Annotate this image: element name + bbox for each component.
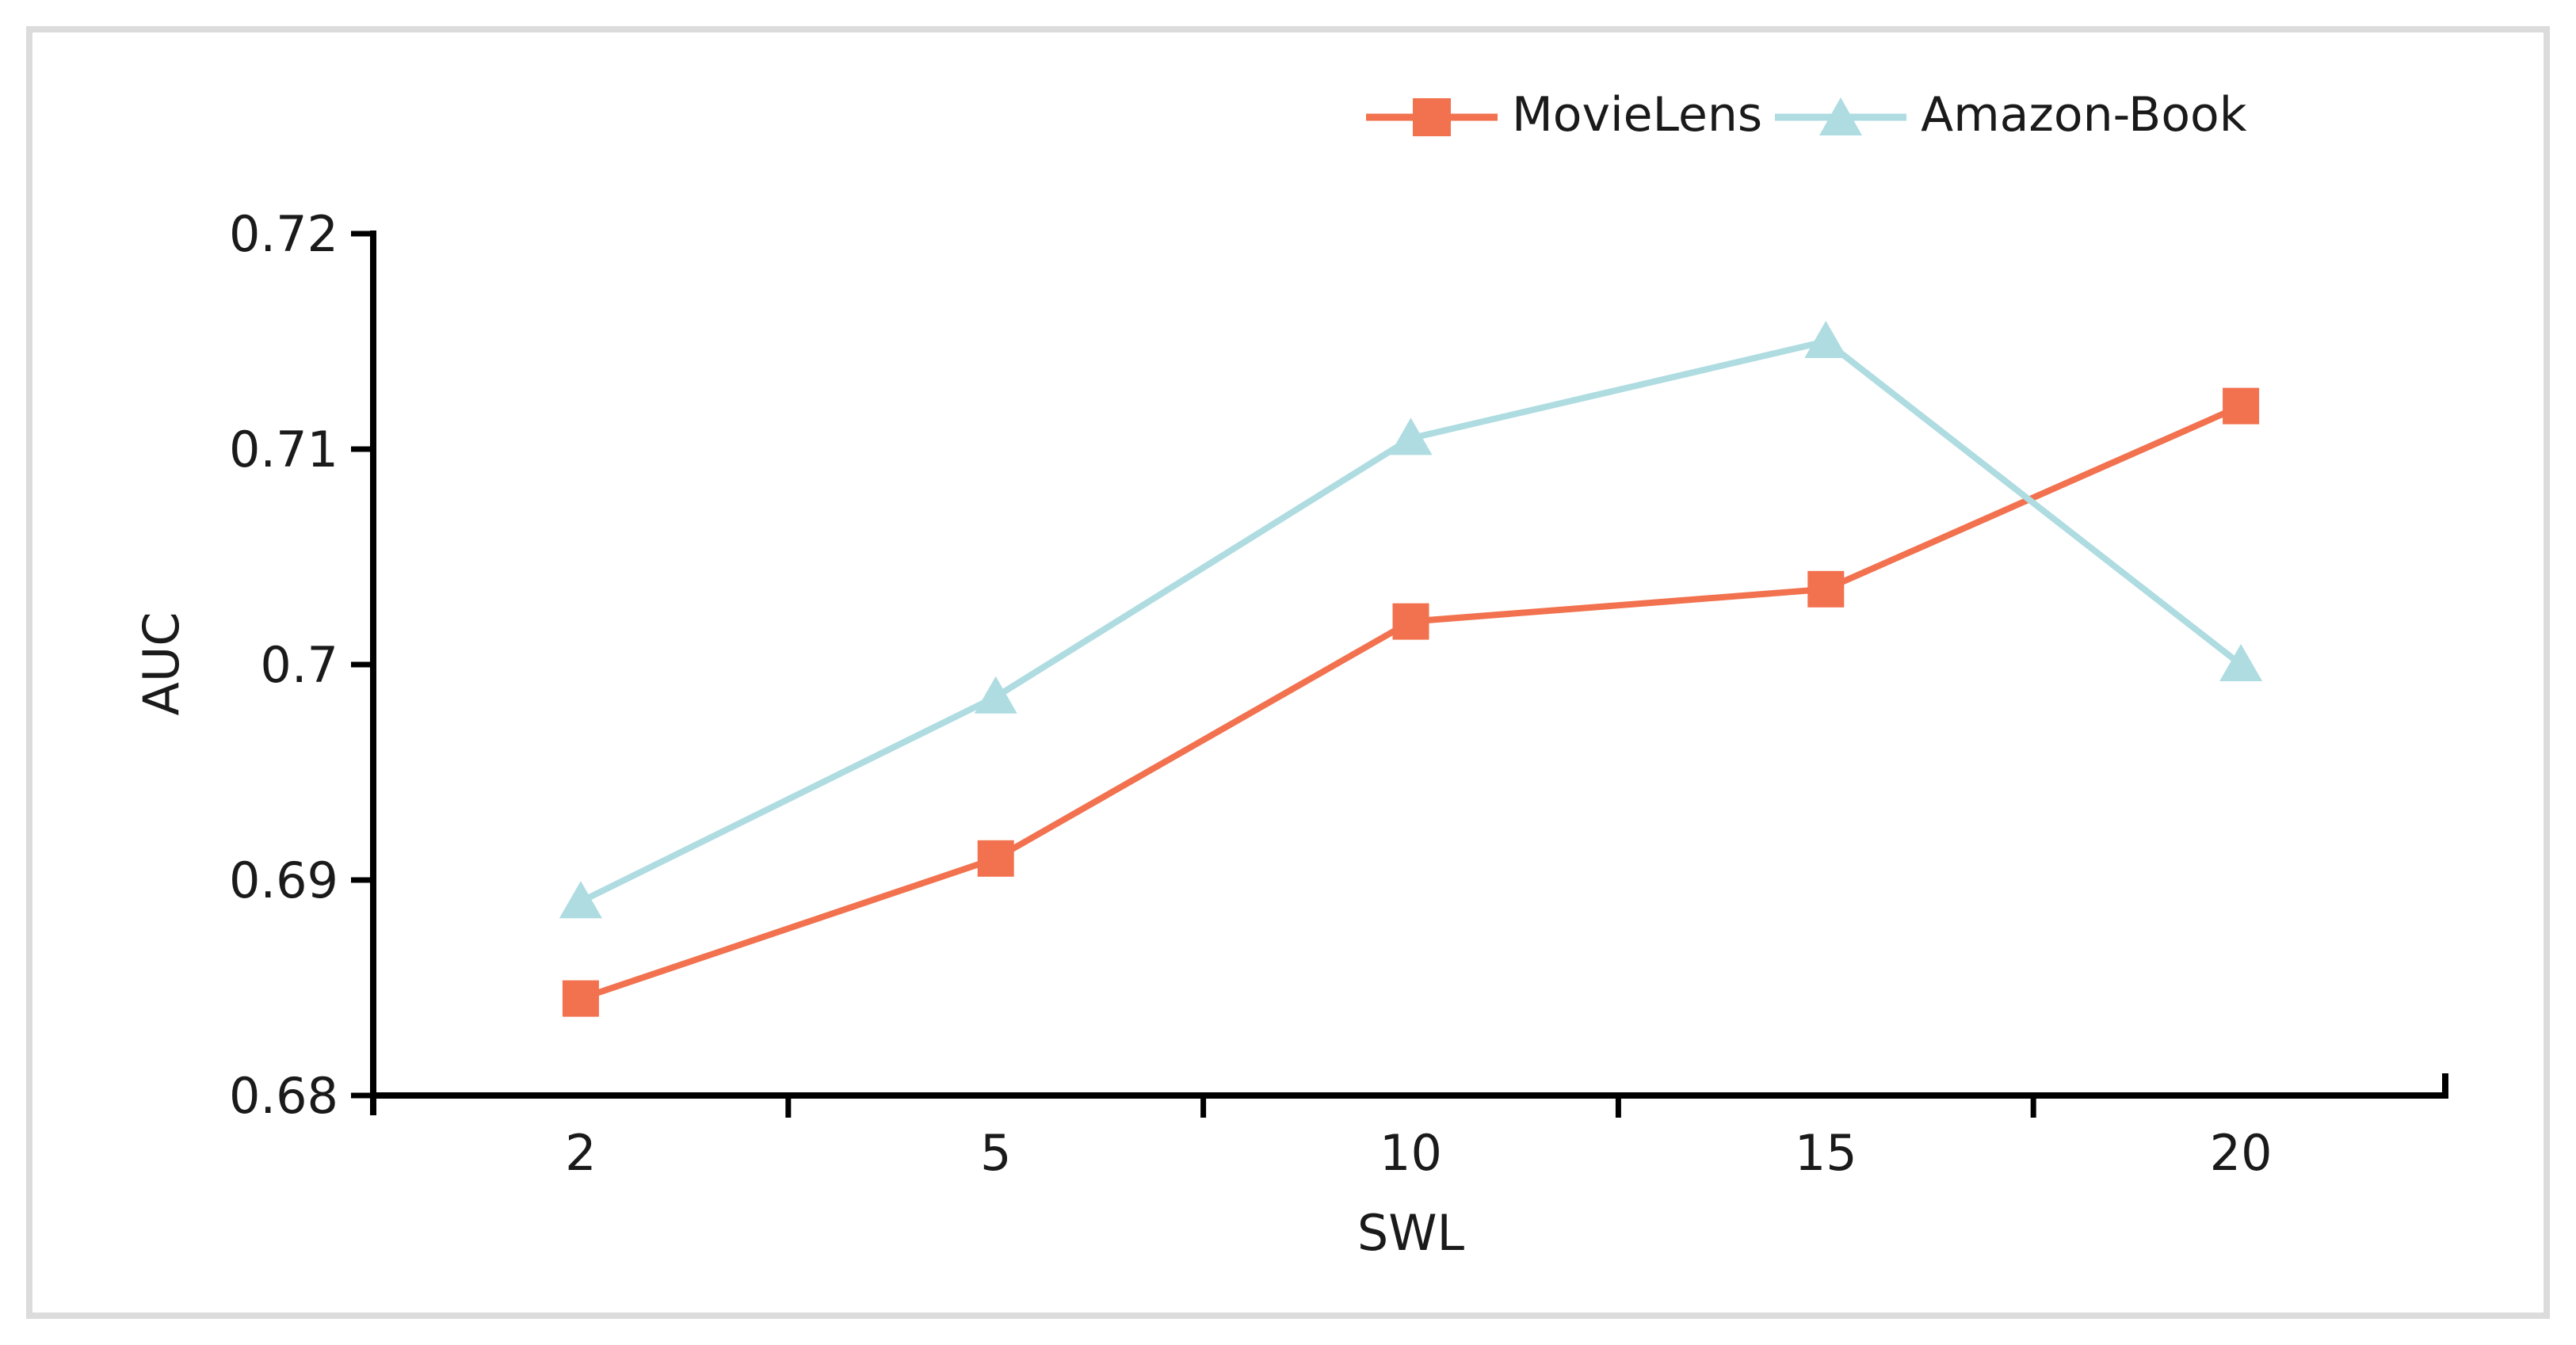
amazon-book-triangle-marker [559,881,602,919]
amazon-book-triangle-marker-icon [1775,97,1907,135]
legend-label-amazon-book: Amazon-Book [1921,87,2247,143]
movielens-line [579,402,2242,1002]
x-axis-tick-label: 10 [1380,1124,1442,1182]
y-axis-tick-label: 0.69 [229,852,338,909]
x-axis-tick-label: 20 [2210,1124,2273,1182]
x-axis-tick-label: 2 [565,1124,596,1182]
x-axis-title: SWL [1357,1204,1465,1262]
x-axis-tick-label: 5 [980,1124,1011,1182]
movielens-square-marker [1807,570,1845,608]
amazon-book-triangle-marker [1389,417,1433,455]
y-axis-tick-label: 0.71 [229,421,338,478]
movielens-square-marker-icon [1366,98,1498,136]
amazon-book-triangle-marker [2219,644,2263,681]
y-axis-title: AUC [132,612,190,715]
x-axis-tick-label: 15 [1795,1124,1857,1182]
movielens-square-marker [2223,387,2260,425]
legend-item-amazon-book: Amazon-Book [1773,91,2246,143]
movielens-square-marker [1392,603,1429,640]
y-axis-tick-label: 0.72 [229,205,338,263]
movielens-square-marker [977,840,1014,877]
chart-card-frame [26,26,2550,1319]
amazon-book-triangle-marker [974,676,1017,714]
legend-label-movielens: MovieLens [1512,87,1763,143]
amazon-book-triangle-marker [1804,321,1848,358]
movielens-square-marker [562,980,599,1017]
chart-legend: MovieLens Amazon-Book [1364,86,2246,149]
y-axis-tick-label: 0.68 [229,1067,338,1125]
legend-item-movielens: MovieLens [1364,91,1762,143]
y-axis-tick-label: 0.7 [260,636,338,694]
